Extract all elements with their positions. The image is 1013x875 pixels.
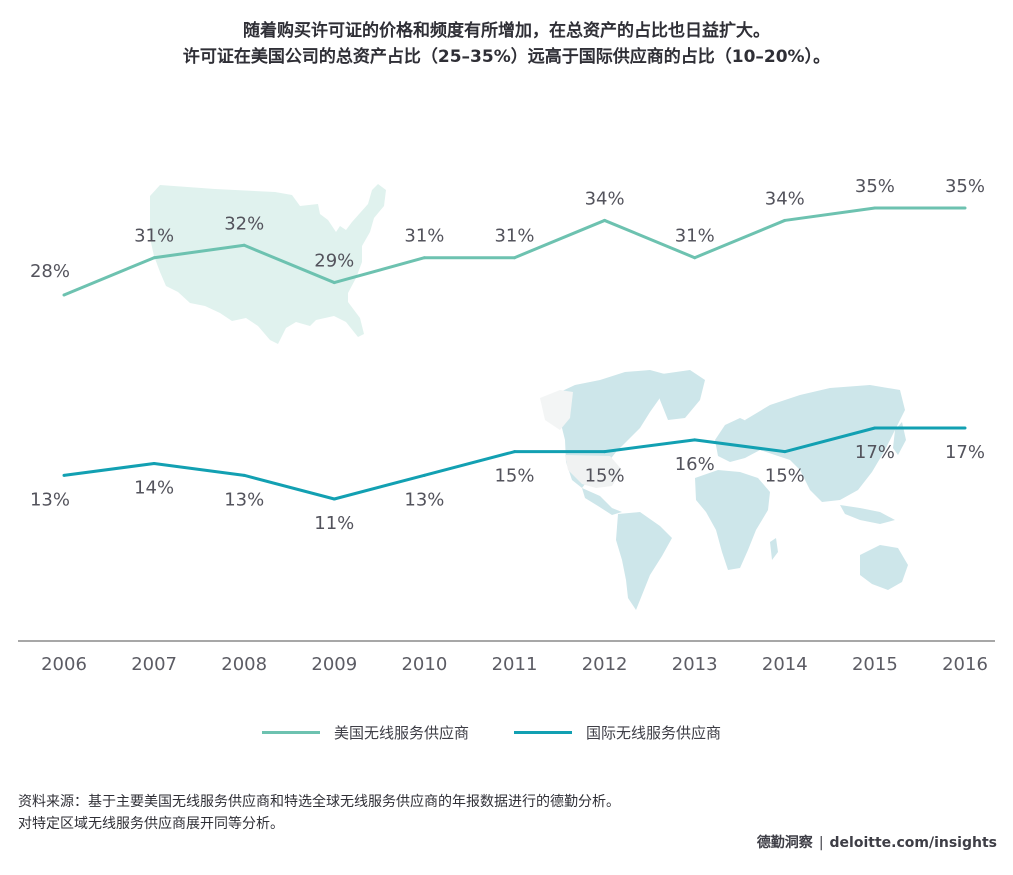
chart-title-line1: 随着购买许可证的价格和频度有所增加，在总资产的占比也日益扩大。 <box>243 21 770 41</box>
data-label-us-2011: 31% <box>494 226 534 247</box>
data-point-intl-2008 <box>242 473 246 477</box>
x-tick-label-2016: 2016 <box>942 654 988 675</box>
x-tick-label-2012: 2012 <box>582 654 628 675</box>
data-point-us-2012 <box>603 218 607 222</box>
data-point-us-2011 <box>513 256 516 260</box>
x-tick-label-2008: 2008 <box>221 654 267 675</box>
x-axis-ticks: 2006 2007 2008 2009 2010 2011 2012 2013 2014 2015… <box>41 654 988 675</box>
data-point-us-2015 <box>873 206 877 210</box>
data-point-us-2013 <box>693 256 697 260</box>
credit-url[interactable]: deloitte.com/insights <box>829 835 997 851</box>
data-label-us-2006: 28% <box>30 261 70 282</box>
credit: 德勤洞察 | deloitte.com/insights <box>757 832 997 852</box>
series-international: 13% 14% 13% 11% 13% 15% 15% 16% 15% 17% 17% <box>30 426 985 534</box>
data-label-us-2008: 32% <box>224 213 264 234</box>
data-point-us-2014 <box>783 218 787 222</box>
credit-separator: | <box>818 835 824 851</box>
data-label-us-2016: 35% <box>945 176 985 197</box>
x-tick-label-2009: 2009 <box>311 654 357 675</box>
map-australia <box>860 545 908 590</box>
data-label-us-2014: 34% <box>765 188 805 209</box>
data-point-intl-2015 <box>873 426 877 430</box>
map-asia <box>745 385 905 502</box>
data-point-intl-2006 <box>62 473 66 477</box>
data-label-intl-2015: 17% <box>855 442 895 463</box>
x-tick-label-2014: 2014 <box>762 654 808 675</box>
data-point-intl-2013 <box>693 438 697 442</box>
data-label-intl-2007: 14% <box>134 478 174 499</box>
chart-title-line2: 许可证在美国公司的总资产占比（25–35%）远高于国际供应商的占比（10–20%… <box>182 47 831 67</box>
data-label-us-2012: 34% <box>585 188 625 209</box>
data-label-us-2007: 31% <box>134 226 174 247</box>
x-tick-label-2007: 2007 <box>131 654 177 675</box>
legend-swatch-intl <box>514 730 572 734</box>
data-label-intl-2006: 13% <box>30 489 70 510</box>
series-layer: 28%31%32%29%31% 31%34%31%34%35% 35%13%14%1… <box>30 176 985 534</box>
data-point-us-2009 <box>332 281 336 285</box>
data-point-intl-2010 <box>422 473 426 477</box>
data-point-us-2008 <box>242 243 246 247</box>
data-label-intl-2009: 11% <box>314 513 354 534</box>
data-point-intl-2014 <box>783 450 787 454</box>
data-point-us-2010 <box>422 256 426 260</box>
map-central-america <box>582 488 622 515</box>
data-label-intl-2013: 16% <box>675 454 715 475</box>
legend-item-us: 美国无线服务供应商 <box>262 720 469 744</box>
data-point-us-2006 <box>62 293 66 297</box>
us-map-background <box>150 184 386 344</box>
data-label-us-2009: 29% <box>314 251 354 272</box>
legend-label-us: 美国无线服务供应商 <box>334 723 470 742</box>
credit-brand: 德勤洞察 <box>756 835 813 851</box>
data-point-intl-2009 <box>332 497 336 501</box>
data-label-intl-2008: 13% <box>224 489 264 510</box>
map-alaska <box>540 390 573 430</box>
data-label-us-2010: 31% <box>404 226 444 247</box>
data-label-intl-2010: 13% <box>404 489 444 510</box>
series-us: 28% 31% 32% 29% 31% 31% 34% 31% 34% 35% 35% <box>30 176 985 297</box>
data-label-us-2015: 35% <box>855 176 895 197</box>
map-southeast-asia <box>840 505 895 524</box>
legend-swatch-us <box>262 730 320 734</box>
map-greenland <box>655 370 705 420</box>
map-usa <box>565 455 622 488</box>
data-point-intl-2011 <box>513 450 516 454</box>
x-tick-label-2006: 2006 <box>41 654 87 675</box>
x-tick-label-2011: 2011 <box>492 654 538 675</box>
source-note: 资料来源：基于主要美国无线服务供应商和特选全球无线服务供应商的年报数据进行的德勤… <box>18 794 620 810</box>
legend-item-intl: 国际无线服务供应商 <box>514 720 721 744</box>
data-label-intl-2014: 15% <box>765 466 805 487</box>
data-point-intl-2007 <box>152 462 156 465</box>
data-label-intl-2016: 17% <box>945 442 985 463</box>
x-tick-label-2015: 2015 <box>852 654 898 675</box>
data-label-intl-2012: 15% <box>585 466 625 487</box>
map-madagascar <box>770 538 778 560</box>
map-japan <box>893 422 906 455</box>
data-point-us-2016 <box>963 206 967 210</box>
world-map-background <box>540 370 908 610</box>
map-africa <box>695 470 770 570</box>
x-tick-label-2013: 2013 <box>672 654 718 675</box>
map-south-america <box>616 512 672 610</box>
data-label-intl-2011: 15% <box>494 466 534 487</box>
method-note: 对特定区域无线服务供应商展开同等分析。 <box>18 816 284 832</box>
x-tick-label-2010: 2010 <box>401 654 447 675</box>
legend-label-intl: 国际无线服务供应商 <box>586 723 722 742</box>
data-point-intl-2016 <box>963 426 967 430</box>
data-label-us-2013: 31% <box>675 226 715 247</box>
data-point-intl-2012 <box>603 450 607 454</box>
data-point-us-2007 <box>152 256 156 260</box>
